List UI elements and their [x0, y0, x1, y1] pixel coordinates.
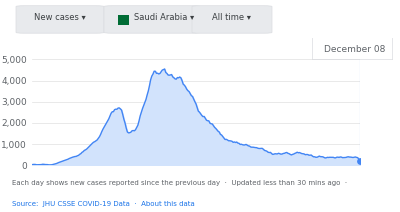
Text: Source:  JHU CSSE COVID-19 Data  ·  About this data: Source: JHU CSSE COVID-19 Data · About t…: [12, 201, 195, 207]
FancyBboxPatch shape: [16, 6, 104, 33]
Bar: [118, 15, 129, 25]
Text: December 08: December 08: [324, 45, 385, 53]
Text: 193: 193: [324, 29, 347, 39]
Text: New cases ▾: New cases ▾: [34, 13, 86, 22]
Text: Each day shows new cases reported since the previous day  ·  Updated less than 3: Each day shows new cases reported since …: [12, 180, 347, 186]
FancyBboxPatch shape: [192, 6, 272, 33]
Point: [357, 160, 363, 163]
Text: Saudi Arabia ▾: Saudi Arabia ▾: [134, 13, 194, 22]
Text: All time ▾: All time ▾: [212, 13, 252, 22]
FancyBboxPatch shape: [104, 6, 200, 33]
